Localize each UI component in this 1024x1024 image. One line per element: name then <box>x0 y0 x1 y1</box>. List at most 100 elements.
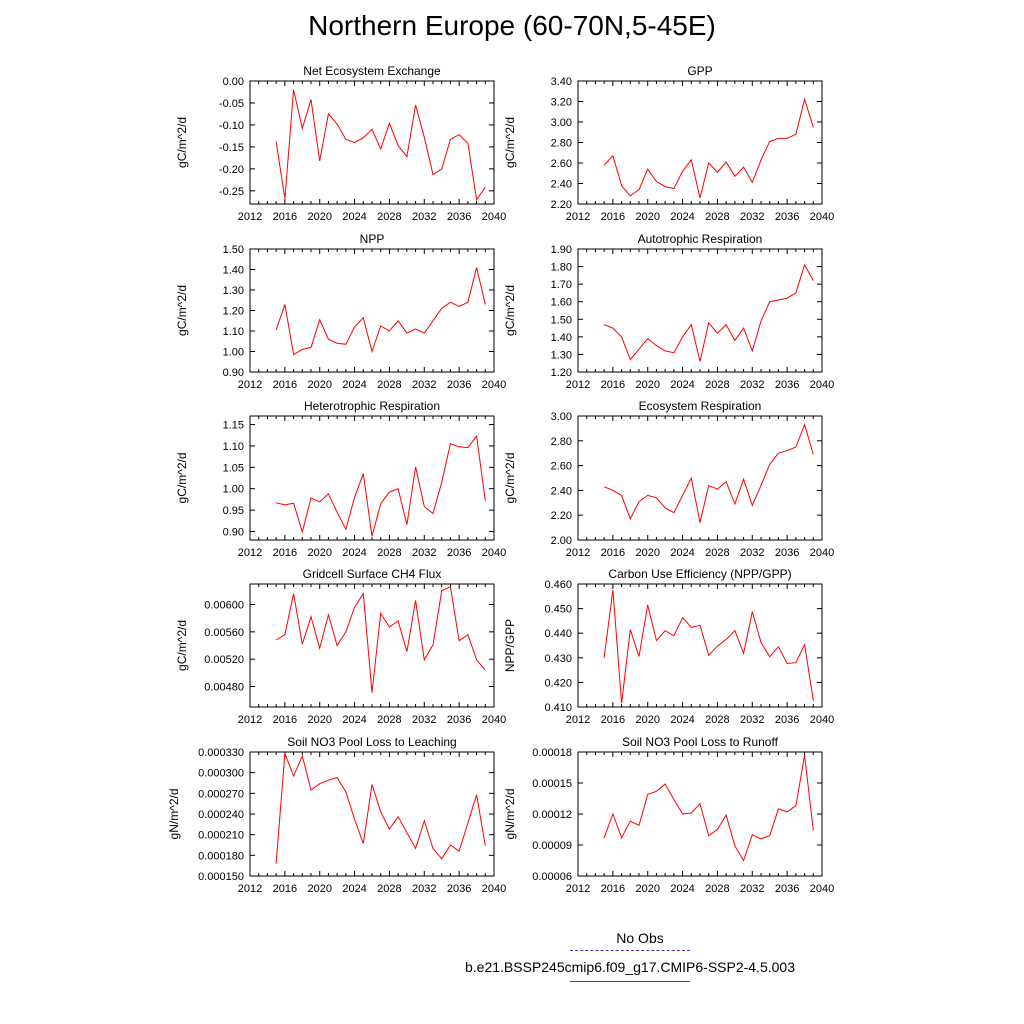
x-tick-label: 2040 <box>482 211 506 223</box>
y-tick-label: -0.10 <box>219 120 244 132</box>
x-tick-label: 2020 <box>307 547 331 559</box>
y-tick-label: 1.10 <box>223 326 244 338</box>
y-tick-label: 1.50 <box>223 244 244 256</box>
x-tick-label: 2032 <box>740 211 764 223</box>
y-axis-label: gC/m^2/d <box>175 620 189 671</box>
x-tick-label: 2024 <box>670 547 694 559</box>
x-tick-label: 2032 <box>412 714 436 726</box>
x-tick-label: 2036 <box>447 211 471 223</box>
y-axis-label: gC/m^2/d <box>503 285 517 336</box>
x-tick-label: 2036 <box>447 379 471 391</box>
x-tick-label: 2020 <box>307 379 331 391</box>
y-tick-label: 0.000270 <box>198 788 244 800</box>
y-axis-label: gC/m^2/d <box>175 285 189 336</box>
x-tick-label: 2040 <box>810 883 834 895</box>
plot-frame <box>577 751 823 877</box>
y-axis-label: gC/m^2/d <box>175 453 189 504</box>
x-tick-label: 2036 <box>775 211 799 223</box>
chart-title: Gridcell Surface CH4 Flux <box>303 567 442 581</box>
x-tick-label: 2024 <box>342 883 366 895</box>
y-tick-label: 2.80 <box>551 138 572 150</box>
x-tick-label: 2016 <box>273 714 297 726</box>
x-tick-label: 2020 <box>635 883 659 895</box>
y-tick-label: 1.40 <box>223 265 244 277</box>
y-tick-label: 3.40 <box>551 76 572 88</box>
series-line <box>275 434 486 537</box>
x-tick-label: 2012 <box>238 379 262 391</box>
x-tick-label: 2032 <box>740 883 764 895</box>
x-tick-label: 2040 <box>810 211 834 223</box>
x-tick-label: 2032 <box>412 211 436 223</box>
y-tick-label: 0.95 <box>223 505 244 517</box>
y-tick-label: 0.00560 <box>204 627 244 639</box>
y-tick-label: 1.00 <box>223 347 244 359</box>
y-tick-label: 0.440 <box>544 628 572 640</box>
page-title: Northern Europe (60-70N,5-45E) <box>308 10 716 41</box>
x-tick-label: 2024 <box>342 714 366 726</box>
y-tick-label: 1.40 <box>551 332 572 344</box>
plot-frame <box>249 415 495 541</box>
y-tick-label: 0.00009 <box>532 840 572 852</box>
y-tick-label: 1.70 <box>551 279 572 291</box>
series-line <box>603 590 814 704</box>
chart-title: Carbon Use Efficiency (NPP/GPP) <box>608 567 791 581</box>
y-tick-label: 1.60 <box>551 297 572 309</box>
y-tick-label: 0.90 <box>223 367 244 379</box>
x-tick-label: 2016 <box>601 211 625 223</box>
x-tick-label: 2024 <box>342 379 366 391</box>
y-tick-label: 1.20 <box>223 306 244 318</box>
x-tick-label: 2040 <box>482 714 506 726</box>
x-tick-label: 2024 <box>670 379 694 391</box>
chart-title: Soil NO3 Pool Loss to Runoff <box>622 735 779 749</box>
x-tick-label: 2036 <box>775 714 799 726</box>
x-tick-label: 2012 <box>238 547 262 559</box>
y-tick-label: 0.460 <box>544 579 572 591</box>
y-tick-label: 0.00006 <box>532 871 572 883</box>
plot-frame <box>577 80 823 205</box>
y-tick-label: 1.05 <box>223 462 244 474</box>
legend: No Obs b.e21.BSSP245cmip6.f09_g17.CMIP6-… <box>440 930 820 982</box>
y-tick-label: 2.60 <box>551 158 572 170</box>
x-tick-label: 2040 <box>810 547 834 559</box>
y-tick-label: 2.80 <box>551 436 572 448</box>
plot-frame <box>249 751 495 877</box>
y-tick-label: 0.000300 <box>198 768 244 780</box>
x-tick-label: 2016 <box>601 883 625 895</box>
x-tick-label: 2024 <box>342 211 366 223</box>
y-tick-label: 1.50 <box>551 314 572 326</box>
y-tick-label: 0.430 <box>544 653 572 665</box>
y-axis-label: gN/m^2/d <box>503 789 517 840</box>
legend-model-line <box>570 981 690 982</box>
x-tick-label: 2012 <box>566 211 590 223</box>
chart-title: Net Ecosystem Exchange <box>303 64 441 78</box>
y-tick-label: 2.20 <box>551 510 572 522</box>
x-tick-label: 2012 <box>238 883 262 895</box>
y-tick-label: 2.20 <box>551 199 572 211</box>
x-tick-label: 2016 <box>273 379 297 391</box>
x-tick-label: 2012 <box>566 883 590 895</box>
x-tick-label: 2028 <box>705 714 729 726</box>
x-tick-label: 2020 <box>307 211 331 223</box>
y-tick-label: 0.00 <box>223 76 244 88</box>
x-tick-label: 2040 <box>482 883 506 895</box>
x-tick-label: 2016 <box>273 547 297 559</box>
x-tick-label: 2040 <box>810 379 834 391</box>
y-tick-label: 0.000330 <box>198 747 244 759</box>
x-tick-label: 2036 <box>447 547 471 559</box>
chart-title: GPP <box>687 64 712 78</box>
y-tick-label: 0.450 <box>544 604 572 616</box>
chart-title: Autotrophic Respiration <box>638 232 763 246</box>
y-tick-label: 1.15 <box>223 420 244 432</box>
y-tick-label: 2.00 <box>551 535 572 547</box>
y-tick-label: -0.15 <box>219 142 244 154</box>
x-tick-label: 2020 <box>635 547 659 559</box>
series-line <box>275 267 486 356</box>
x-tick-label: 2036 <box>447 883 471 895</box>
x-tick-label: 2032 <box>740 714 764 726</box>
y-tick-label: 3.00 <box>551 411 572 423</box>
y-tick-label: 3.20 <box>551 97 572 109</box>
y-axis-label: gC/m^2/d <box>175 117 189 168</box>
plot-frame <box>249 80 495 205</box>
y-tick-label: 0.00520 <box>204 654 244 666</box>
